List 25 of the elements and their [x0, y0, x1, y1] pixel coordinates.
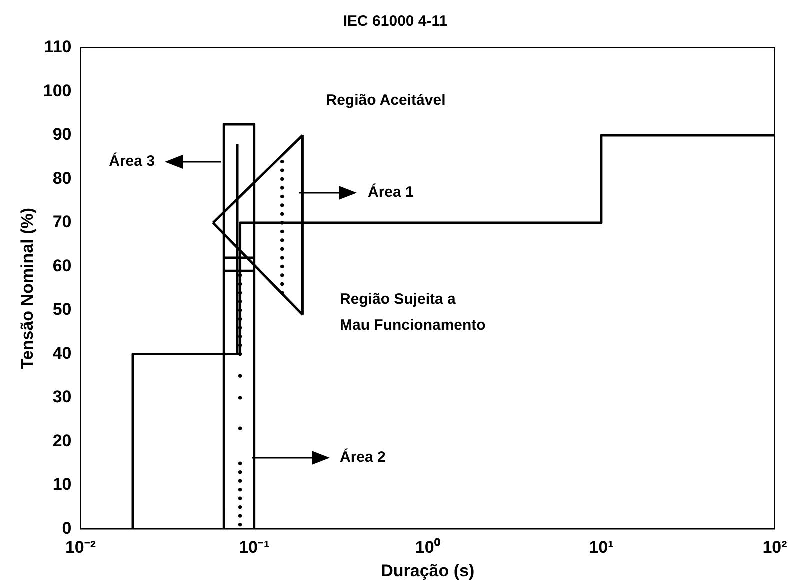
- y-tick-label: 100: [43, 81, 72, 100]
- y-tick-label: 50: [52, 300, 72, 320]
- y-tick-label: 30: [52, 388, 72, 407]
- annotation: Área 3: [109, 152, 155, 172]
- x-tick-label: 10⁻²: [65, 538, 96, 558]
- y-tick-label: 90: [52, 125, 72, 144]
- x-tick-label: 10⁻¹: [239, 538, 270, 558]
- annotation: Região Aceitável: [326, 91, 446, 111]
- y-tick-label: 110: [44, 38, 72, 57]
- y-tick-label: 20: [52, 431, 72, 450]
- x-tick-label: 10¹: [589, 538, 614, 558]
- annotation: Área 1: [368, 182, 414, 203]
- chart-title: IEC 61000 4-11: [343, 13, 448, 30]
- y-tick-label: 80: [52, 168, 72, 188]
- x-tick-label: 10²: [762, 538, 788, 558]
- y-tick-label: 70: [52, 212, 72, 232]
- annotation: Área 2: [340, 448, 386, 468]
- x-axis-title: Duração (s): [381, 561, 475, 580]
- y-tick-label: 60: [52, 256, 72, 276]
- y-tick-label: 10: [52, 475, 72, 494]
- y-axis-title: Tensão Nominal (%): [18, 208, 37, 370]
- y-tick-label: 0: [62, 518, 72, 538]
- annotation: Região Sujeita a Mau Funcionamento: [340, 290, 486, 336]
- x-tick-label: 10⁰: [415, 538, 440, 558]
- y-tick-label: 40: [52, 344, 72, 363]
